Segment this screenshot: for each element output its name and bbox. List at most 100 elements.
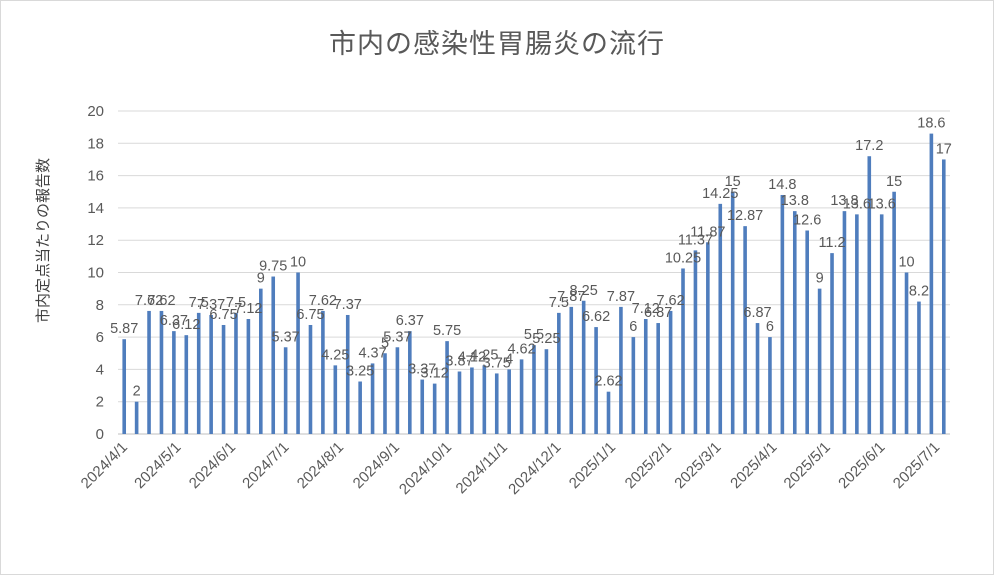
- bar: [755, 323, 760, 434]
- data-label: 6: [766, 319, 774, 335]
- y-tick-label: 14: [87, 200, 104, 217]
- bar: [842, 211, 847, 434]
- data-label: 3.37: [408, 362, 436, 378]
- bar: [730, 191, 735, 434]
- data-label: 6.75: [209, 307, 237, 323]
- data-label: 5.37: [383, 329, 411, 345]
- data-label: 6: [629, 319, 637, 335]
- data-label: 5.5: [524, 327, 544, 343]
- data-label: 5.87: [110, 321, 138, 337]
- data-label: 11.37: [678, 232, 713, 248]
- data-label: 4.25: [321, 347, 349, 363]
- data-label: 2.62: [594, 374, 622, 390]
- data-label: 7.5: [189, 295, 209, 311]
- data-label: 6.12: [172, 317, 200, 333]
- bar: [879, 214, 884, 434]
- data-label: 17.2: [855, 138, 883, 154]
- data-label: 12.87: [727, 208, 763, 224]
- data-label: 12.6: [793, 213, 821, 229]
- bar: [271, 276, 276, 434]
- bar: [557, 312, 561, 434]
- bar: [668, 310, 673, 434]
- bar: [122, 339, 127, 434]
- bar: [221, 324, 226, 434]
- y-axis-label: 市内定点当たりの報告数: [34, 158, 52, 323]
- y-tick-label: 12: [87, 232, 104, 249]
- bar: [706, 242, 710, 434]
- data-label: 8.2: [909, 284, 929, 300]
- x-tick-label: 2024/10/1: [396, 439, 455, 498]
- data-label: 7.37: [197, 297, 225, 313]
- bar: [594, 327, 598, 434]
- y-tick-label: 18: [87, 135, 104, 152]
- gridlines: [118, 110, 950, 435]
- data-label: 3.12: [421, 366, 449, 382]
- y-tick-labels: 0 2 4 6 8 10 12 14 16 18 20: [87, 103, 104, 443]
- data-label: 6.87: [644, 305, 672, 321]
- data-label: 7.62: [135, 293, 163, 309]
- data-label: 17: [936, 141, 952, 157]
- bar: [718, 203, 723, 434]
- data-label: 4.25: [470, 347, 498, 363]
- bar: [308, 324, 313, 434]
- data-label: 13.8: [781, 193, 809, 209]
- bar: [445, 341, 449, 434]
- x-tick-label: 2024/7/1: [239, 439, 292, 492]
- data-label: 3.25: [346, 364, 374, 380]
- bar: [892, 191, 896, 434]
- y-tick-label: 20: [87, 103, 104, 120]
- bar: [196, 312, 201, 434]
- bar: [408, 331, 412, 434]
- bar: [855, 214, 859, 434]
- bar: [370, 363, 375, 434]
- bar: [420, 379, 425, 434]
- data-label: 7.62: [147, 293, 175, 309]
- data-label: 18.6: [917, 116, 945, 132]
- bar: [544, 349, 549, 434]
- bar: [917, 301, 921, 434]
- x-tick-label: 2025/4/1: [727, 439, 780, 492]
- data-label: 13.6: [843, 196, 871, 212]
- data-label: 7.5: [549, 295, 569, 311]
- data-label: 6.37: [396, 313, 424, 329]
- bar: [184, 335, 189, 434]
- bar: [333, 365, 338, 434]
- bar: [817, 288, 822, 434]
- bar: [643, 319, 648, 434]
- bar: [147, 310, 151, 434]
- data-label: 7.62: [309, 293, 337, 309]
- bar: [383, 353, 387, 434]
- bar: [792, 211, 797, 434]
- bar: [830, 253, 834, 434]
- data-label: 7.5: [226, 295, 246, 311]
- bar: [457, 371, 462, 434]
- data-label: 5.37: [272, 329, 300, 345]
- bar: [681, 268, 685, 434]
- x-tick-label: 2024/4/1: [78, 439, 131, 492]
- y-tick-label: 8: [96, 297, 104, 314]
- data-label: 3.87: [445, 353, 473, 369]
- data-labels: 5.8727.627.626.376.127.57.376.757.57.129…: [110, 116, 952, 400]
- x-tick-label: 2025/6/1: [835, 439, 888, 492]
- bar: [259, 288, 263, 434]
- bar: [209, 314, 213, 434]
- bar: [432, 383, 437, 434]
- data-label: 9.75: [259, 259, 287, 275]
- y-tick-label: 2: [96, 394, 104, 411]
- data-label: 6.87: [743, 305, 771, 321]
- data-label: 11.87: [690, 224, 725, 240]
- bar: [532, 345, 536, 434]
- data-label: 7.12: [234, 301, 262, 317]
- data-label: 9: [816, 271, 824, 287]
- bar: [904, 272, 909, 434]
- bar: [805, 230, 809, 434]
- bar: [482, 365, 487, 434]
- data-label: 7.87: [557, 289, 585, 305]
- bar: [234, 312, 238, 434]
- x-tick-label: 2024/6/1: [186, 439, 239, 492]
- data-label: 10.25: [665, 250, 701, 266]
- data-label: 7.87: [607, 289, 635, 305]
- x-tick-label: 2024/9/1: [350, 439, 403, 492]
